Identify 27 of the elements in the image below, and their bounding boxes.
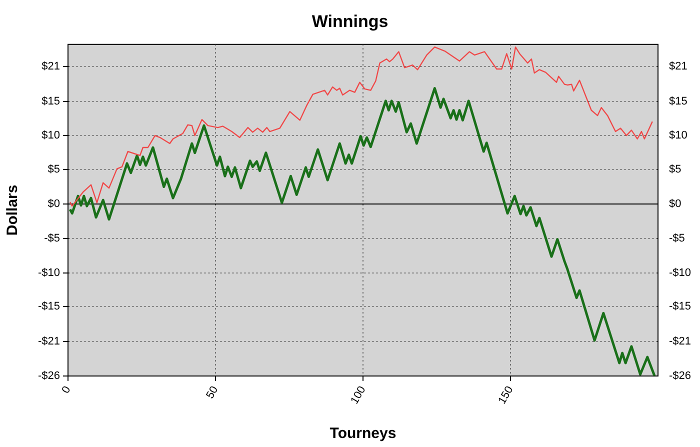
y-tick-label: $21	[42, 60, 60, 73]
y2-tick-label: $5	[669, 164, 682, 176]
y2-tick-label: -$26	[669, 370, 692, 382]
y2-tick-label: $0	[669, 198, 682, 210]
y-tick-label: $5	[48, 164, 60, 176]
y-tick-label: -$26	[38, 370, 60, 382]
y-tick-label: -$5	[44, 232, 60, 244]
y2-tick-label: -$5	[669, 232, 685, 244]
y2-tick-label: $10	[669, 129, 688, 142]
y-tick-label: -$10	[38, 266, 60, 279]
y-tick-label: $15	[42, 96, 60, 108]
x-tick-label: 50	[204, 384, 221, 401]
x-axis-title: Tourneys	[330, 425, 396, 442]
x-tick-label: 0	[60, 384, 74, 396]
y2-tick-label: $21	[669, 60, 688, 73]
chart-title: Winnings	[312, 12, 388, 31]
y2-tick-label: -$10	[669, 266, 692, 279]
x-tick-label: 150	[496, 384, 516, 406]
y-tick-label: $10	[42, 129, 60, 142]
y-tick-label: $0	[48, 198, 60, 210]
y-tick-label: -$15	[38, 300, 60, 313]
y-tick-label: -$21	[38, 336, 60, 348]
y2-tick-label: -$15	[669, 300, 692, 313]
y2-tick-label: $15	[669, 96, 688, 108]
y-axis-title: Dollars	[4, 184, 22, 236]
x-tick-label: 100	[348, 384, 368, 406]
y2-tick-label: -$21	[669, 336, 692, 348]
